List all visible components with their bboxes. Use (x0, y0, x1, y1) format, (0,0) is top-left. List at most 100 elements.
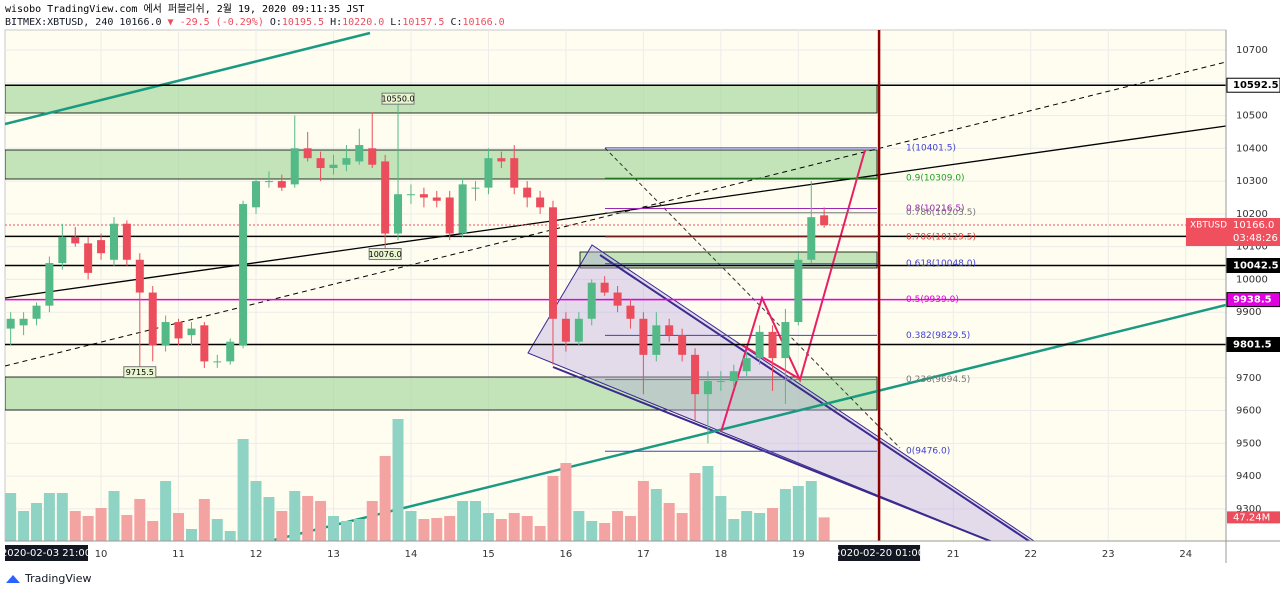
candle-body (239, 204, 248, 345)
volume-bar (315, 501, 327, 541)
y-tick-label: 10300 (1236, 176, 1268, 187)
logo-icon (6, 575, 20, 583)
candle-body (613, 292, 622, 306)
candle-body (652, 325, 661, 355)
volume-bar (82, 516, 94, 541)
y-tick-label: 9500 (1236, 438, 1261, 449)
x-tick-label: 19 (792, 549, 805, 560)
volume-bar (392, 419, 404, 541)
y-tick-label: 10100 (1236, 242, 1268, 253)
x-tick-label: 18 (714, 549, 727, 560)
candle-body (290, 148, 299, 185)
candle-body (342, 158, 351, 165)
volume-bar (405, 511, 417, 541)
candle-body (406, 194, 415, 196)
volume-tag: 47.24M (1233, 512, 1270, 523)
zone (5, 84, 878, 114)
candle-body (264, 181, 273, 183)
volume-bar (767, 508, 779, 541)
volume-tag-bg (1227, 511, 1280, 524)
x-tick-label: 22 (1024, 549, 1037, 560)
volume-bar (482, 513, 494, 541)
candle-body (510, 158, 519, 188)
candle-body (781, 322, 790, 359)
volume-bar (211, 519, 223, 541)
zone (5, 149, 878, 180)
y-tick-label: 10700 (1236, 45, 1268, 56)
volume-bar (599, 523, 611, 541)
note-box (368, 248, 402, 261)
series: 1(10401.5) 0.9(10309.0) 0.8(10216.5)0.786(… (5, 30, 1226, 541)
price-tag-bg (1226, 292, 1280, 308)
y-tick-label: 9700 (1236, 373, 1261, 384)
candle-body (432, 197, 441, 201)
volume-bar (547, 476, 559, 541)
x-tick-label: 12 (250, 549, 263, 560)
trendline (5, 61, 1226, 367)
axes: 9300940095009600970098009900100001010010… (95, 45, 1280, 561)
candle-body (110, 223, 119, 260)
candle-body (445, 197, 454, 234)
volume-bar (379, 456, 391, 541)
time-marker-label: 2020-02-20 01:00 (834, 548, 924, 559)
candle-body (639, 318, 648, 355)
volume-bar (224, 531, 236, 541)
price-tag-bg (1226, 258, 1280, 274)
candle-body (32, 305, 41, 319)
x-tick-label: 11 (172, 549, 185, 560)
ohlc-key: H: (330, 17, 342, 28)
candle-body (665, 325, 674, 336)
volume-bar (560, 463, 572, 541)
header-text: -29.5 (-0.29%) (180, 17, 264, 28)
candle-body (161, 322, 170, 345)
pattern-line (741, 344, 799, 379)
candle-body (755, 331, 764, 359)
volume-bar (689, 473, 701, 541)
ohlc-key: L: (390, 17, 402, 28)
candle-body (484, 158, 493, 188)
candle-body (174, 322, 183, 339)
header-text: 10195.5 (282, 17, 324, 28)
volume-bar (5, 493, 17, 541)
volume-bar (741, 511, 753, 541)
price-tag: 9938.5 (1233, 295, 1272, 306)
candle-body (471, 187, 480, 189)
candle-body (742, 358, 751, 372)
crosshair-label: 2020-02-03 21:00 (1, 548, 91, 559)
volume-bar (237, 439, 249, 541)
ohlc-key: C: (450, 17, 462, 28)
candle-body (626, 305, 635, 319)
header-text: ▼ (168, 17, 174, 28)
plot-clip: 1(10401.5) 0.9(10309.0) 0.8(10216.5)0.786(… (5, 30, 1226, 541)
trendline (552, 366, 993, 541)
volume-bar (818, 517, 830, 541)
fib-label: 1(10401.5) (906, 143, 956, 153)
fib-label: 0(9476.0) (906, 447, 950, 457)
note-label: 9715.5 (126, 368, 154, 377)
fib-label: 0.236(9694.5) (906, 375, 970, 385)
x-tick-label: 23 (1102, 549, 1115, 560)
y-tick-label: 9900 (1236, 307, 1261, 318)
volume-bar (69, 511, 81, 541)
fib-label: 0.382(9829.5) (906, 331, 970, 341)
volume-bar (612, 511, 624, 541)
volume-bar (18, 511, 30, 541)
volume-bar (160, 481, 172, 541)
volume-bar (108, 491, 120, 541)
candle-body (368, 148, 377, 165)
volume-bar (353, 519, 365, 541)
candle-body (548, 207, 557, 319)
volume-bar (444, 516, 456, 541)
brand: TradingView (24, 572, 91, 585)
candle-body (574, 318, 583, 342)
y-tick-label: 10000 (1236, 274, 1268, 285)
triangle (527, 244, 1035, 541)
fib-diagonal (604, 147, 901, 449)
volume-bar (43, 493, 55, 541)
candle-body (6, 318, 15, 329)
fib-label: 0.618(10048.0) (906, 259, 976, 269)
volume-bar (276, 511, 288, 541)
candle-body (19, 318, 28, 326)
candle-body (316, 158, 325, 168)
volume-bar (173, 513, 185, 541)
